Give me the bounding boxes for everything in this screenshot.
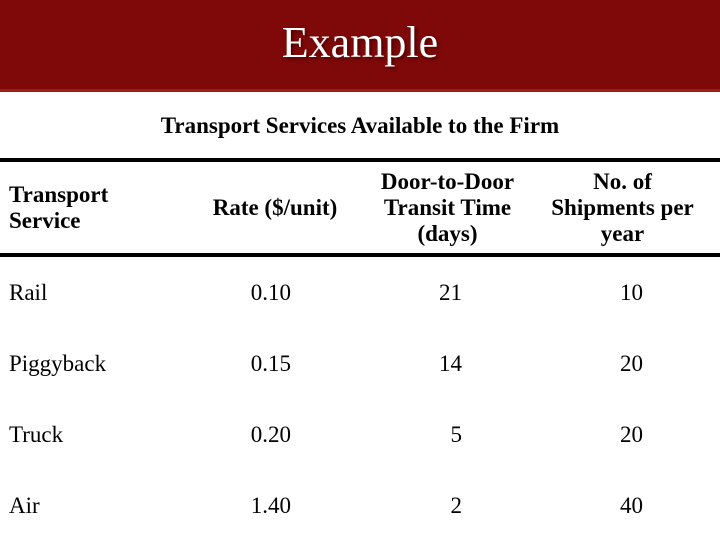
table-header-row: Transport Service Rate ($/unit) Door-to-… [0,160,720,257]
table-filler-cell [700,328,720,399]
cell-service: Truck [9,421,64,447]
cell-transit: 21 [439,279,462,305]
table-caption: Transport Services Available to the Firm [160,113,560,138]
table-filler-cell [700,255,720,328]
table-filler-cell [700,399,720,470]
cell-shipments: 20 [620,421,643,447]
cell-transit: 14 [439,350,462,376]
col-header-transport-service: Transport Service [0,160,200,257]
col-header-shipments: No. of Shipments per year [545,160,700,257]
cell-transit: 5 [450,421,463,447]
title-bar: Example [0,0,720,92]
col-header-rate: Rate ($/unit) [200,160,350,257]
transport-services-table: Transport Service Rate ($/unit) Door-to-… [0,158,720,540]
table-row: Air 1.40 2 40 [0,470,720,540]
table-filler-cell [700,160,720,257]
cell-rate: 0.20 [250,421,291,447]
slide-title: Example [281,18,439,67]
cell-service: Air [9,492,40,518]
cell-shipments: 40 [620,492,643,518]
table-row: Rail 0.10 21 10 [0,255,720,328]
cell-service: Rail [9,279,48,305]
cell-shipments: 10 [620,279,643,305]
cell-service: Piggyback [9,350,107,376]
cell-rate: 0.15 [250,350,291,376]
table-filler-cell [700,470,720,540]
table-row: Piggyback 0.15 14 20 [0,328,720,399]
cell-rate: 1.40 [250,492,291,518]
cell-transit: 2 [450,492,463,518]
cell-shipments: 20 [620,350,643,376]
table-row: Truck 0.20 5 20 [0,399,720,470]
cell-rate: 0.10 [250,279,291,305]
col-header-transit-time: Door-to-Door Transit Time (days) [350,160,545,257]
